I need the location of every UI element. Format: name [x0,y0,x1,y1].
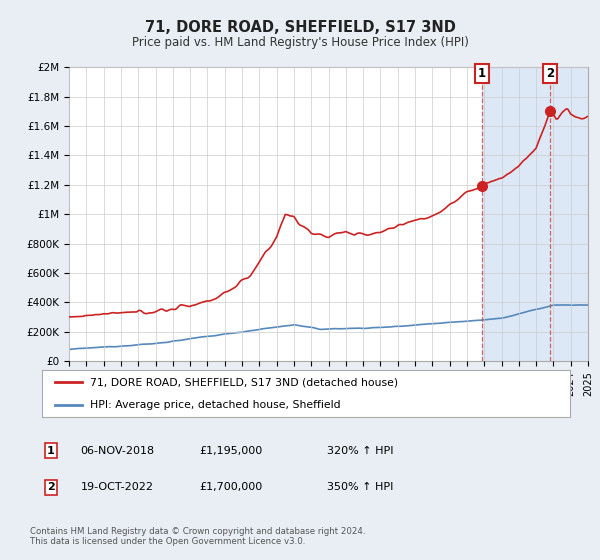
Text: 19-OCT-2022: 19-OCT-2022 [80,482,154,492]
Text: £1,700,000: £1,700,000 [199,482,263,492]
Text: Contains HM Land Registry data © Crown copyright and database right 2024.
This d: Contains HM Land Registry data © Crown c… [30,526,365,546]
Text: 71, DORE ROAD, SHEFFIELD, S17 3ND: 71, DORE ROAD, SHEFFIELD, S17 3ND [145,20,455,35]
Text: 350% ↑ HPI: 350% ↑ HPI [327,482,393,492]
Bar [550,67,588,361]
Text: 1: 1 [478,67,485,80]
Text: 1: 1 [47,446,55,456]
Text: Price paid vs. HM Land Registry's House Price Index (HPI): Price paid vs. HM Land Registry's House … [131,36,469,49]
Text: 2: 2 [546,67,554,80]
Text: 320% ↑ HPI: 320% ↑ HPI [327,446,393,456]
Text: HPI: Average price, detached house, Sheffield: HPI: Average price, detached house, Shef… [89,400,340,410]
Text: 06-NOV-2018: 06-NOV-2018 [80,446,154,456]
Text: 71, DORE ROAD, SHEFFIELD, S17 3ND (detached house): 71, DORE ROAD, SHEFFIELD, S17 3ND (detac… [89,377,398,388]
Text: 2: 2 [47,482,55,492]
Text: £1,195,000: £1,195,000 [199,446,263,456]
Bar [482,67,550,361]
